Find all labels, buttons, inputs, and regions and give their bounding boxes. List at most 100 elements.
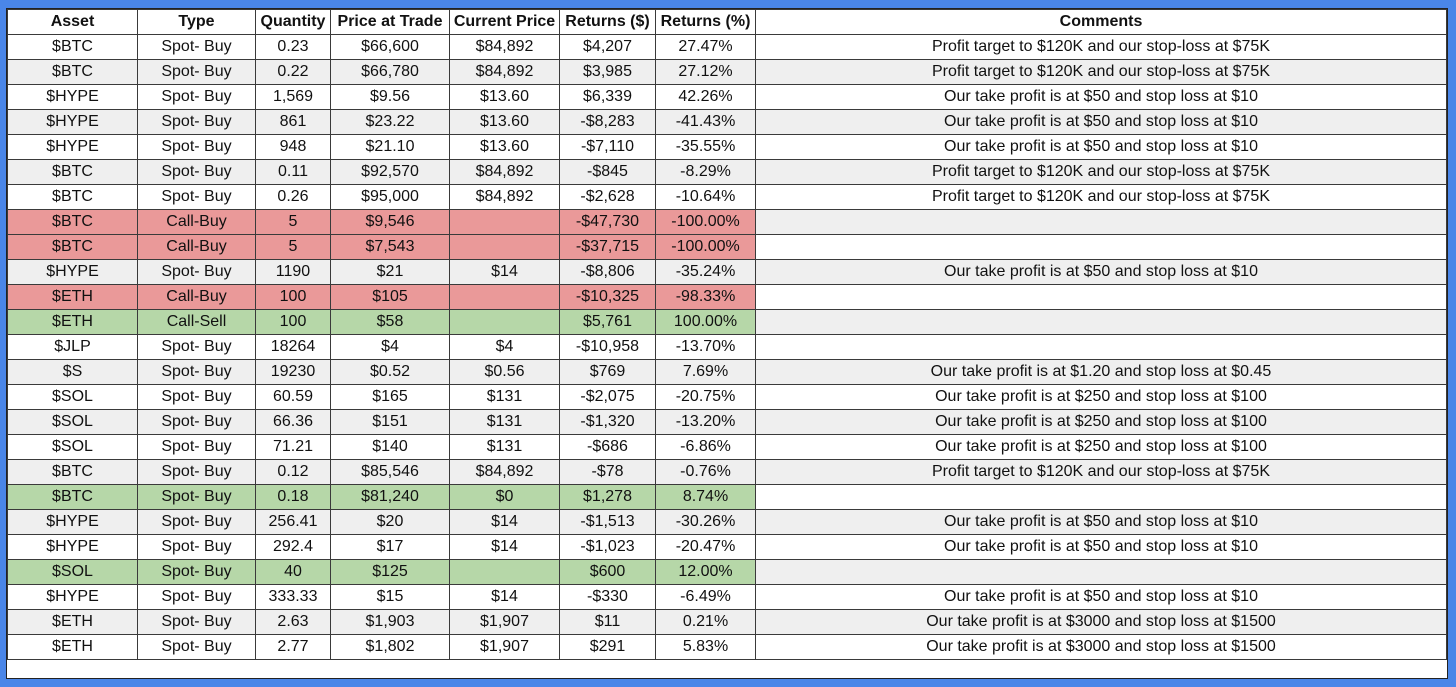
price-at-trade-cell[interactable]: $151	[330, 409, 450, 435]
asset-cell[interactable]: $HYPE	[7, 109, 138, 135]
returns-dollar-cell[interactable]: $291	[559, 634, 656, 660]
comments-cell[interactable]: Profit target to $120K and our stop-loss…	[755, 34, 1447, 60]
returns-percent-cell[interactable]: -30.26%	[655, 509, 756, 535]
returns-percent-cell[interactable]: 8.74%	[655, 484, 756, 510]
quantity-cell[interactable]: 0.18	[255, 484, 331, 510]
asset-cell[interactable]: $HYPE	[7, 134, 138, 160]
header-returns-percent[interactable]: Returns (%)	[655, 9, 756, 35]
returns-percent-cell[interactable]: -98.33%	[655, 284, 756, 310]
quantity-cell[interactable]: 19230	[255, 359, 331, 385]
type-cell[interactable]: Spot- Buy	[137, 59, 256, 85]
returns-dollar-cell[interactable]: $4,207	[559, 34, 656, 60]
quantity-cell[interactable]: 5	[255, 209, 331, 235]
header-comments[interactable]: Comments	[755, 9, 1447, 35]
asset-cell[interactable]: $S	[7, 359, 138, 385]
header-price-at-trade[interactable]: Price at Trade	[330, 9, 450, 35]
type-cell[interactable]: Call-Buy	[137, 234, 256, 260]
asset-cell[interactable]: $ETH	[7, 309, 138, 335]
returns-dollar-cell[interactable]: $11	[559, 609, 656, 635]
returns-dollar-cell[interactable]: -$7,110	[559, 134, 656, 160]
current-price-cell[interactable]: $131	[449, 409, 560, 435]
comments-cell[interactable]: Our take profit is at $250 and stop loss…	[755, 409, 1447, 435]
price-at-trade-cell[interactable]: $9.56	[330, 84, 450, 110]
comments-cell[interactable]	[755, 484, 1447, 510]
returns-dollar-cell[interactable]: -$2,628	[559, 184, 656, 210]
asset-cell[interactable]: $BTC	[7, 34, 138, 60]
returns-percent-cell[interactable]: -20.47%	[655, 534, 756, 560]
comments-cell[interactable]: Our take profit is at $250 and stop loss…	[755, 434, 1447, 460]
quantity-cell[interactable]: 100	[255, 309, 331, 335]
returns-dollar-cell[interactable]: -$37,715	[559, 234, 656, 260]
current-price-cell[interactable]: $14	[449, 259, 560, 285]
current-price-cell[interactable]: $1,907	[449, 609, 560, 635]
asset-cell[interactable]: $JLP	[7, 334, 138, 360]
returns-percent-cell[interactable]: 27.47%	[655, 34, 756, 60]
header-type[interactable]: Type	[137, 9, 256, 35]
type-cell[interactable]: Spot- Buy	[137, 409, 256, 435]
comments-cell[interactable]	[755, 559, 1447, 585]
quantity-cell[interactable]: 0.11	[255, 159, 331, 185]
type-cell[interactable]: Spot- Buy	[137, 384, 256, 410]
returns-percent-cell[interactable]: -10.64%	[655, 184, 756, 210]
quantity-cell[interactable]: 40	[255, 559, 331, 585]
returns-percent-cell[interactable]: -6.49%	[655, 584, 756, 610]
asset-cell[interactable]: $BTC	[7, 234, 138, 260]
asset-cell[interactable]: $ETH	[7, 609, 138, 635]
type-cell[interactable]: Spot- Buy	[137, 259, 256, 285]
price-at-trade-cell[interactable]: $105	[330, 284, 450, 310]
returns-dollar-cell[interactable]: -$1,513	[559, 509, 656, 535]
comments-cell[interactable]: Profit target to $120K and our stop-loss…	[755, 459, 1447, 485]
type-cell[interactable]: Spot- Buy	[137, 634, 256, 660]
quantity-cell[interactable]: 0.22	[255, 59, 331, 85]
comments-cell[interactable]	[755, 284, 1447, 310]
comments-cell[interactable]: Our take profit is at $250 and stop loss…	[755, 384, 1447, 410]
comments-cell[interactable]: Profit target to $120K and our stop-loss…	[755, 184, 1447, 210]
asset-cell[interactable]: $BTC	[7, 184, 138, 210]
asset-cell[interactable]: $ETH	[7, 634, 138, 660]
returns-dollar-cell[interactable]: $5,761	[559, 309, 656, 335]
comments-cell[interactable]: Our take profit is at $50 and stop loss …	[755, 259, 1447, 285]
price-at-trade-cell[interactable]: $9,546	[330, 209, 450, 235]
price-at-trade-cell[interactable]: $1,903	[330, 609, 450, 635]
type-cell[interactable]: Spot- Buy	[137, 484, 256, 510]
comments-cell[interactable]: Our take profit is at $50 and stop loss …	[755, 134, 1447, 160]
comments-cell[interactable]: Profit target to $120K and our stop-loss…	[755, 59, 1447, 85]
returns-dollar-cell[interactable]: -$10,958	[559, 334, 656, 360]
returns-percent-cell[interactable]: 42.26%	[655, 84, 756, 110]
price-at-trade-cell[interactable]: $140	[330, 434, 450, 460]
type-cell[interactable]: Spot- Buy	[137, 34, 256, 60]
price-at-trade-cell[interactable]: $81,240	[330, 484, 450, 510]
comments-cell[interactable]: Our take profit is at $3000 and stop los…	[755, 609, 1447, 635]
returns-percent-cell[interactable]: -6.86%	[655, 434, 756, 460]
quantity-cell[interactable]: 2.77	[255, 634, 331, 660]
returns-percent-cell[interactable]: -35.55%	[655, 134, 756, 160]
quantity-cell[interactable]: 18264	[255, 334, 331, 360]
current-price-cell[interactable]: $0.56	[449, 359, 560, 385]
comments-cell[interactable]: Our take profit is at $50 and stop loss …	[755, 584, 1447, 610]
current-price-cell[interactable]: $13.60	[449, 84, 560, 110]
type-cell[interactable]: Spot- Buy	[137, 609, 256, 635]
returns-percent-cell[interactable]: 100.00%	[655, 309, 756, 335]
price-at-trade-cell[interactable]: $0.52	[330, 359, 450, 385]
current-price-cell[interactable]: $14	[449, 534, 560, 560]
returns-percent-cell[interactable]: -100.00%	[655, 234, 756, 260]
returns-percent-cell[interactable]: 0.21%	[655, 609, 756, 635]
current-price-cell[interactable]: $84,892	[449, 159, 560, 185]
returns-dollar-cell[interactable]: -$8,283	[559, 109, 656, 135]
asset-cell[interactable]: $BTC	[7, 484, 138, 510]
price-at-trade-cell[interactable]: $125	[330, 559, 450, 585]
returns-dollar-cell[interactable]: $3,985	[559, 59, 656, 85]
quantity-cell[interactable]: 333.33	[255, 584, 331, 610]
comments-cell[interactable]	[755, 209, 1447, 235]
quantity-cell[interactable]: 71.21	[255, 434, 331, 460]
current-price-cell[interactable]: $84,892	[449, 59, 560, 85]
returns-dollar-cell[interactable]: $6,339	[559, 84, 656, 110]
quantity-cell[interactable]: 0.12	[255, 459, 331, 485]
current-price-cell[interactable]: $13.60	[449, 134, 560, 160]
quantity-cell[interactable]: 861	[255, 109, 331, 135]
price-at-trade-cell[interactable]: $4	[330, 334, 450, 360]
quantity-cell[interactable]: 948	[255, 134, 331, 160]
price-at-trade-cell[interactable]: $15	[330, 584, 450, 610]
asset-cell[interactable]: $HYPE	[7, 584, 138, 610]
type-cell[interactable]: Spot- Buy	[137, 459, 256, 485]
